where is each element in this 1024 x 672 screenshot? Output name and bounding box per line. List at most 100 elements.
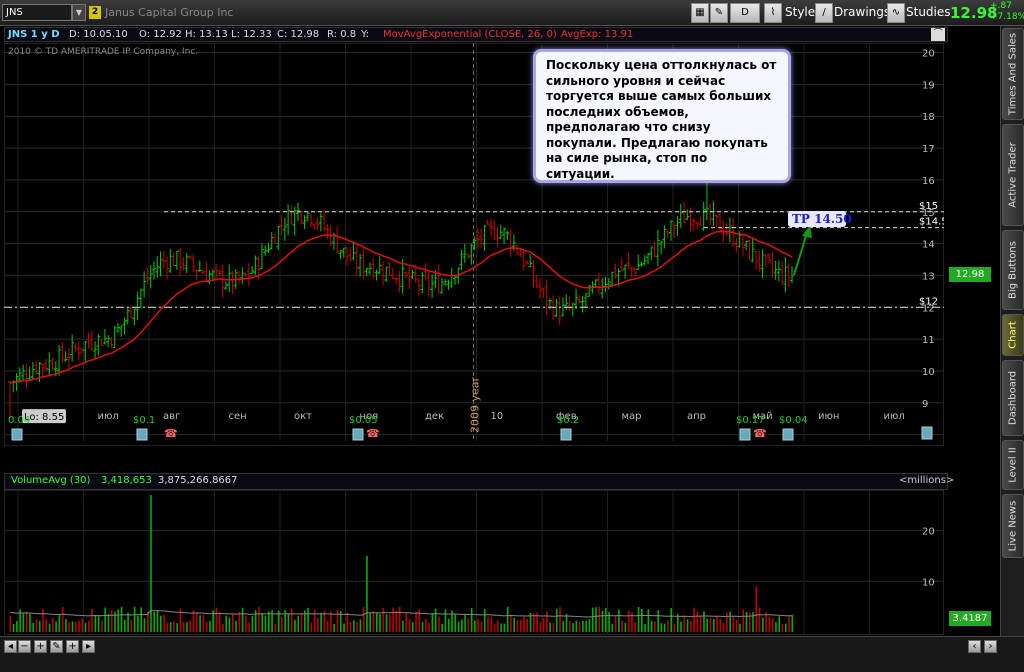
volume-bar bbox=[732, 616, 735, 632]
volume-bar bbox=[729, 611, 731, 632]
volume-bar bbox=[405, 612, 408, 632]
trade-idea-note[interactable]: Поскольку цена оттолкнулась от сильного … bbox=[533, 49, 791, 183]
volume-bar bbox=[238, 611, 241, 632]
ema-line bbox=[9, 230, 793, 384]
tab-label: Level II bbox=[1007, 447, 1019, 483]
volume-bar bbox=[343, 623, 345, 632]
dividend-icon bbox=[739, 428, 751, 441]
volume-bar bbox=[582, 620, 584, 632]
volume-bar bbox=[104, 607, 106, 632]
drawings-icon[interactable]: / bbox=[815, 3, 833, 23]
dividend-icon bbox=[560, 428, 572, 441]
month-tick-label: фев bbox=[556, 411, 577, 422]
scroll-prev-icon[interactable]: ‹ bbox=[968, 640, 981, 653]
volume-bar bbox=[166, 622, 169, 632]
dividend-label: $0.04 bbox=[779, 415, 808, 426]
ohlc-bars bbox=[8, 178, 794, 418]
month-tick-label: дек bbox=[425, 411, 444, 422]
volume-bar bbox=[38, 620, 41, 632]
interval-button[interactable]: D bbox=[730, 3, 760, 23]
volume-bar bbox=[676, 613, 679, 632]
month-tick-label: ноя bbox=[360, 411, 379, 422]
dividend-icon bbox=[11, 428, 23, 441]
volume-bar bbox=[552, 623, 555, 632]
volume-average-line bbox=[9, 609, 792, 618]
volume-bar bbox=[601, 610, 604, 632]
volume-bar bbox=[209, 620, 211, 632]
crosshair-icon[interactable]: + bbox=[34, 640, 47, 653]
side-tab-strip: Times And Sales Active Trader Big Button… bbox=[1000, 26, 1024, 636]
price-axis-last-badge: 12.98 bbox=[949, 267, 991, 282]
zoom-out-icon[interactable]: − bbox=[18, 640, 31, 653]
volume-bar bbox=[182, 621, 185, 632]
studies-icon[interactable]: ∿ bbox=[887, 3, 905, 23]
price-chart[interactable]: 891011121314151617181920июниюлавгсеноктн… bbox=[4, 43, 944, 446]
volume-bar bbox=[748, 613, 751, 632]
volume-bar bbox=[290, 608, 293, 632]
link-group-badge[interactable]: 2 bbox=[89, 6, 101, 19]
target-arrow-shaft bbox=[793, 232, 808, 276]
volume-bar bbox=[457, 621, 460, 632]
dividend-label: $0.05 bbox=[349, 415, 378, 426]
volume-bar bbox=[395, 611, 398, 632]
volume-chart-background bbox=[4, 490, 944, 635]
tab-live-news[interactable]: Live News bbox=[1002, 494, 1024, 558]
volume-bar bbox=[110, 610, 113, 632]
volume-study-name[interactable]: VolumeAvg (30) bbox=[11, 475, 91, 486]
expand-icon[interactable]: ▸ bbox=[82, 640, 95, 653]
volume-bar bbox=[127, 612, 129, 632]
volume-bar bbox=[245, 615, 247, 632]
volume-bar bbox=[657, 610, 659, 632]
volume-bar bbox=[562, 621, 565, 632]
tab-dashboard[interactable]: Dashboard bbox=[1002, 360, 1024, 436]
chart-style-icon[interactable]: ⌇ bbox=[764, 3, 782, 23]
drawings-menu[interactable]: Drawings bbox=[834, 5, 891, 19]
study-name[interactable]: MovAvgExponential (CLOSE, 26, 0) bbox=[383, 29, 557, 40]
volume-bar bbox=[454, 613, 457, 632]
volume-bar bbox=[788, 616, 790, 632]
volume-bar bbox=[68, 622, 70, 632]
volume-bar bbox=[88, 620, 90, 632]
volume-bar bbox=[637, 606, 640, 632]
volume-bar bbox=[722, 623, 725, 632]
volume-bar bbox=[647, 609, 650, 632]
volume-bar bbox=[712, 618, 715, 632]
volume-bar bbox=[529, 612, 532, 632]
volume-bar bbox=[627, 610, 630, 632]
tab-chart[interactable]: Chart bbox=[1002, 314, 1024, 356]
style-menu[interactable]: Style bbox=[785, 5, 816, 19]
volume-bar bbox=[91, 609, 93, 632]
chart-settings-icon[interactable]: ⌒ bbox=[931, 28, 945, 41]
tab-big-buttons[interactable]: Big Buttons bbox=[1002, 230, 1024, 310]
drawing-tools-icon[interactable]: ✎ bbox=[50, 640, 63, 653]
volume-avg-value: 3,875,266.8667 bbox=[158, 475, 238, 486]
volume-bar bbox=[739, 623, 741, 632]
volume-bar bbox=[137, 615, 139, 632]
volume-bar bbox=[61, 606, 64, 632]
tab-level-ii[interactable]: Level II bbox=[1002, 440, 1024, 490]
studies-menu[interactable]: Studies bbox=[906, 5, 951, 19]
symbol-input[interactable]: JNS bbox=[2, 4, 72, 21]
symbol-dropdown-icon[interactable]: ▼ bbox=[72, 4, 86, 21]
bar-y: Y: bbox=[361, 29, 370, 40]
volume-chart[interactable]: 10 20 bbox=[4, 490, 944, 635]
symbol-period-label[interactable]: JNS 1 y D bbox=[8, 29, 60, 40]
volume-bar bbox=[169, 622, 172, 632]
last-price: 12.98 bbox=[950, 4, 998, 22]
zoom-in-icon[interactable]: + bbox=[66, 640, 79, 653]
volume-bar bbox=[451, 610, 453, 632]
volume-bar bbox=[392, 607, 394, 632]
scroll-left-icon[interactable]: ◂ bbox=[4, 640, 17, 653]
grid-icon[interactable]: ▦ bbox=[691, 3, 709, 23]
volume-bar bbox=[248, 622, 250, 632]
volume-bar bbox=[611, 623, 614, 632]
scroll-next-icon[interactable]: › bbox=[984, 640, 997, 653]
volume-bar bbox=[228, 617, 231, 632]
tools-icon[interactable]: ✎ bbox=[710, 3, 728, 23]
volume-bar bbox=[755, 586, 758, 632]
tab-active-trader[interactable]: Active Trader bbox=[1002, 124, 1024, 226]
volume-bar bbox=[205, 621, 208, 632]
tab-times-and-sales[interactable]: Times And Sales bbox=[1002, 28, 1024, 120]
tab-label: Active Trader bbox=[1007, 142, 1019, 208]
volume-bar bbox=[533, 613, 535, 632]
